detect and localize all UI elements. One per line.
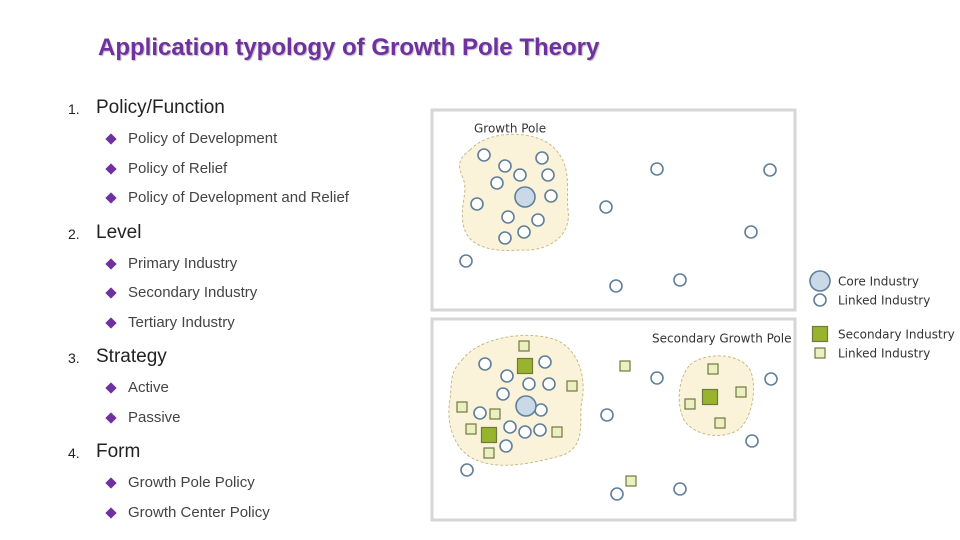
section-heading: Strategy bbox=[96, 346, 167, 367]
linked-industry bbox=[744, 225, 758, 239]
secondary-linked bbox=[551, 426, 563, 438]
secondary-industry bbox=[701, 388, 719, 406]
linked-industry bbox=[542, 377, 556, 391]
pole-area bbox=[448, 334, 584, 466]
panel-label: Growth Pole bbox=[474, 122, 546, 136]
list-item: Growth Center Policy bbox=[128, 503, 270, 521]
linked-industry bbox=[531, 213, 545, 227]
linked-industry bbox=[650, 162, 664, 176]
list-item: Growth Pole Policy bbox=[128, 474, 255, 491]
linked-industry bbox=[503, 420, 517, 434]
section-heading: Level bbox=[96, 221, 142, 243]
secondary-linked bbox=[814, 347, 826, 359]
secondary-linked bbox=[566, 380, 578, 392]
linked-industry bbox=[496, 387, 510, 401]
legend-label: Linked Industry bbox=[838, 294, 930, 308]
secondary-industry bbox=[480, 426, 498, 444]
linked-industry bbox=[501, 210, 515, 224]
slide-title: Application typology of Growth Pole Theo… bbox=[98, 34, 600, 61]
secondary-linked bbox=[735, 386, 747, 398]
linked-industry bbox=[473, 406, 487, 420]
secondary-linked bbox=[518, 340, 530, 352]
linked-industry bbox=[498, 159, 512, 173]
panel-label: Secondary Growth Pole bbox=[652, 332, 791, 346]
secondary-linked bbox=[707, 363, 719, 375]
linked-industry bbox=[610, 487, 624, 501]
core-industry bbox=[514, 186, 536, 208]
secondary-linked bbox=[489, 408, 501, 420]
legend-label: Core Industry bbox=[838, 275, 919, 289]
linked-industry bbox=[745, 434, 759, 448]
linked-industry bbox=[533, 423, 547, 437]
linked-industry bbox=[490, 176, 504, 190]
linked-industry bbox=[499, 439, 513, 453]
secondary-linked bbox=[483, 447, 495, 459]
secondary-linked bbox=[625, 475, 637, 487]
linked-industry bbox=[600, 408, 614, 422]
linked-industry bbox=[517, 225, 531, 239]
linked-industry bbox=[460, 463, 474, 477]
linked-industry bbox=[498, 231, 512, 245]
secondary-linked bbox=[714, 417, 726, 429]
linked-industry bbox=[477, 148, 491, 162]
linked-industry bbox=[478, 357, 492, 371]
section-number: 4. bbox=[68, 445, 80, 461]
core-industry bbox=[515, 395, 537, 417]
linked-industry bbox=[522, 377, 536, 391]
list-item: Active bbox=[128, 379, 169, 396]
list-item: Policy of Development bbox=[128, 130, 278, 147]
linked-industry bbox=[538, 355, 552, 369]
linked-industry bbox=[673, 273, 687, 287]
linked-industry bbox=[459, 254, 473, 268]
linked-industry bbox=[470, 197, 484, 211]
section-heading: Policy/Function bbox=[96, 97, 225, 118]
section-number: 3. bbox=[68, 350, 80, 366]
legend-label: Linked Industry bbox=[838, 347, 930, 361]
list-item: Secondary Industry bbox=[128, 284, 258, 301]
linked-industry bbox=[813, 293, 827, 307]
section-number: 1. bbox=[68, 101, 80, 117]
linked-industry bbox=[513, 168, 527, 182]
section-number: 2. bbox=[68, 225, 80, 242]
linked-industry bbox=[673, 482, 687, 496]
list-item: Passive bbox=[128, 408, 181, 426]
secondary-linked bbox=[684, 398, 696, 410]
linked-industry bbox=[650, 371, 664, 385]
secondary-linked bbox=[619, 360, 631, 372]
secondary-linked bbox=[465, 423, 477, 435]
list-item: Tertiary Industry bbox=[128, 313, 235, 331]
outline: 1. Policy/Function Policy of Development Po… bbox=[0, 0, 430, 540]
linked-industry bbox=[518, 425, 532, 439]
linked-industry bbox=[764, 372, 778, 386]
list-item: Policy of Development and Relief bbox=[128, 189, 349, 206]
linked-industry bbox=[763, 163, 777, 177]
core-industry bbox=[809, 270, 831, 292]
linked-industry bbox=[609, 279, 623, 293]
list-item: Primary Industry bbox=[128, 254, 238, 272]
linked-industry bbox=[535, 151, 549, 165]
secondary-industry bbox=[811, 325, 829, 343]
linked-industry bbox=[541, 168, 555, 182]
section-heading: Form bbox=[96, 441, 141, 462]
linked-industry bbox=[599, 200, 613, 214]
secondary-linked bbox=[456, 401, 468, 413]
secondary-industry bbox=[516, 357, 534, 375]
linked-industry bbox=[500, 369, 514, 383]
linked-industry bbox=[534, 403, 548, 417]
list-item: Policy of Relief bbox=[128, 159, 228, 177]
legend-label: Secondary Industry bbox=[838, 328, 955, 342]
linked-industry bbox=[544, 189, 558, 203]
